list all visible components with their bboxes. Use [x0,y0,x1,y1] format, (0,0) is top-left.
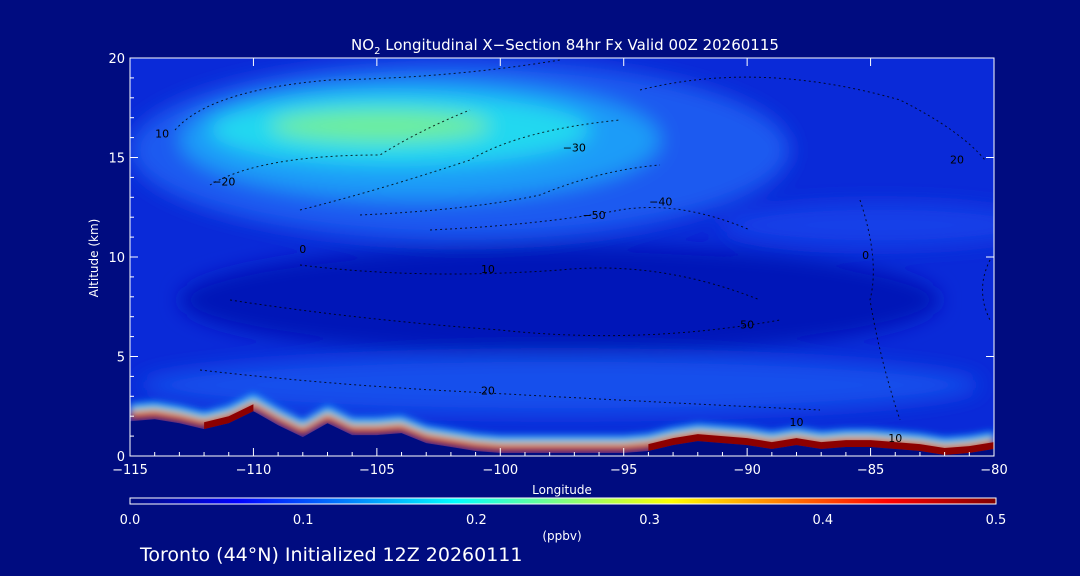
contour-line [229,299,781,337]
field-right-band [720,203,994,247]
x-tick-label: −115 [112,463,148,478]
field-upper-green [270,110,490,142]
contour-label: 10 [481,263,495,276]
terrain-mask [130,411,994,456]
colorbar-tick-label: 0.0 [120,513,141,528]
contour-line [209,109,471,186]
contour-label: 20 [481,384,495,397]
x-tick-label: −105 [359,463,395,478]
contour-label: 50 [740,319,754,332]
colorbar-tick-label: 0.1 [293,513,314,528]
contour-label: −20 [212,175,235,188]
y-tick-label: 10 [108,251,125,266]
contour-line [299,264,761,301]
y-tick-label: 15 [108,152,125,167]
contour-label: 10 [888,432,902,445]
colorbar-tick-label: 0.2 [466,513,487,528]
contour-line [174,59,561,131]
contour-label: 10 [155,128,169,141]
contour-lines [174,59,991,421]
contour-label: 20 [950,153,964,166]
y-tick-label: 20 [108,52,125,67]
x-tick-label: −80 [980,463,1007,478]
contour-label: 10 [790,416,804,429]
y-axis-label: Altitude (km) [87,219,101,298]
title-subscript: 2 [374,46,380,57]
contour-line [299,119,621,211]
contour-line [199,369,821,411]
contour-label: −50 [582,209,605,222]
plot-area: 10 −20 −30 −40 −50 0 10 50 20 10 10 20 0 [130,58,994,456]
contour-label: 0 [862,249,869,262]
x-tick-label: −95 [610,463,637,478]
contour-line [359,164,661,216]
contour-label: −40 [649,195,672,208]
boundary-maroon [204,404,994,455]
colorbar-label: (ppbv) [542,529,581,543]
x-tick-label: −85 [857,463,884,478]
colorbar-strip [129,497,997,505]
title-rest: Longitudinal X−Section 84hr Fx Valid 00Z… [380,36,778,54]
y-tick-label: 0 [117,450,125,465]
x-tick-label: −90 [733,463,760,478]
y-tick-label: 5 [117,351,125,366]
x-tick-label: −110 [236,463,272,478]
y-axis: 0 5 10 15 20 [108,52,994,465]
contour-line [859,199,901,421]
contour-label: 0 [299,243,306,256]
field-mid-dark [180,245,940,355]
contour-line [429,207,751,231]
x-tick-label: −100 [482,463,518,478]
chart-title: NO2 Longitudinal X−Section 84hr Fx Valid… [351,36,779,57]
field-low-blue [140,355,980,415]
contour-line [982,259,991,321]
colorbar-tick-label: 0.3 [639,513,660,528]
x-axis-label: Longitude [532,483,592,497]
title-prefix: NO [351,36,374,54]
x-axis: −115 −110 −105 −100 −95 −90 −85 −80 [112,58,1008,478]
footer-initialized-text: Toronto (44°N) Initialized 12Z 20260111 [139,544,523,566]
colorbar-tick-label: 0.4 [812,513,833,528]
colorbar: 0.0 0.1 0.2 0.3 0.4 0.5 (ppbv) [120,497,1007,543]
concentration-field [130,60,994,415]
colorbar-ticks: 0.0 0.1 0.2 0.3 0.4 0.5 [120,513,1007,528]
contour-label: −30 [563,142,586,155]
contour-labels: 10 −20 −30 −40 −50 0 10 50 20 10 10 20 0 [155,128,964,445]
colorbar-tick-label: 0.5 [986,513,1007,528]
